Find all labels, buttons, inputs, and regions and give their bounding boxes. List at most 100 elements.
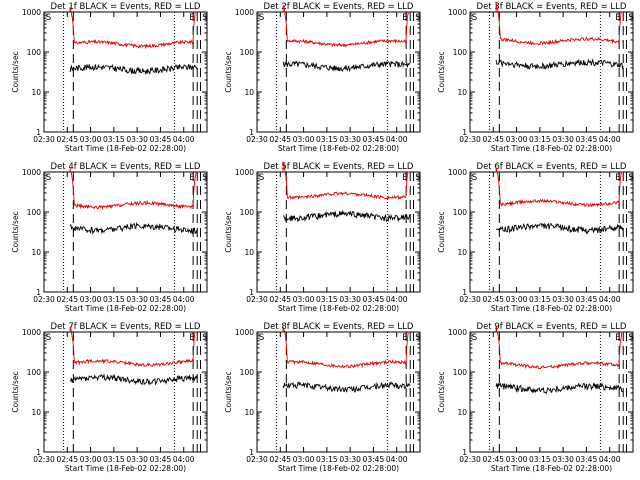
lld-series-line [69,168,198,211]
events-series-line [282,60,411,73]
x-tick-label: 02:45 [56,295,78,304]
x-axis-label: Start Time (18-Feb-02 02:28:00) [65,144,186,153]
panel-title: Det 9f BLACK = Events, RED = LLD [477,322,627,332]
x-tick-label: 03:30 [552,135,574,144]
x-tick-label: 04:00 [173,455,195,464]
plot-frame [469,171,634,293]
time-flag-label: E [615,173,620,183]
lld-series-line [282,161,411,201]
y-tick-label: 10 [31,88,41,97]
x-axis-label: Start Time (18-Feb-02 02:28:00) [278,464,399,473]
time-flag-label: E [189,333,194,343]
y-tick-label: 1 [36,128,41,137]
y-tick-label: 1 [36,448,41,457]
x-tick-label: 02:45 [482,455,504,464]
x-tick-label: 03:45 [363,135,385,144]
x-tick-label: 04:00 [386,455,408,464]
panel-title: Det 5f BLACK = Events, RED = LLD [264,162,414,172]
x-tick-label: 02:30 [246,295,268,304]
y-tick-label: 100 [453,208,468,217]
panel-title: Det 2f BLACK = Events, RED = LLD [264,2,414,12]
detector-panel: Det 8f BLACK = Events, RED = LLD 1 10 100 10… [224,322,421,473]
x-tick-label: 04:00 [173,135,195,144]
plot-frame [256,331,421,453]
x-tick-label: 02:45 [482,135,504,144]
y-tick-label: 1000 [235,8,254,17]
x-axis-label: Start Time (18-Feb-02 02:28:00) [491,304,612,313]
x-tick-label: 04:00 [599,455,621,464]
plot-frame [469,11,634,133]
y-axis-label: Counts/sec [11,211,20,252]
time-flag-label: E [615,13,620,23]
plot-frame [43,331,208,453]
x-tick-label: 04:00 [599,295,621,304]
x-axis-label: Start Time (18-Feb-02 02:28:00) [65,464,186,473]
events-series-line [495,58,624,70]
detector-panel: Det 5f BLACK = Events, RED = LLD 1 10 100 10… [224,161,421,313]
x-tick-label: 03:45 [363,295,385,304]
y-tick-label: 1 [249,448,254,457]
x-tick-label: 03:15 [103,135,125,144]
y-tick-label: 100 [27,368,42,377]
y-axis-label: Counts/sec [11,51,20,92]
detector-panel: Det 6f BLACK = Events, RED = LLD 1 10 100 10… [437,162,634,313]
x-tick-label: 02:30 [459,135,481,144]
x-tick-label: 03:30 [126,135,148,144]
time-flag-label: S [628,13,633,23]
time-flag-label: S [259,333,264,343]
y-tick-label: 10 [457,88,467,97]
y-axis-label: Counts/sec [437,211,446,252]
y-tick-label: 1000 [448,168,467,177]
x-tick-label: 03:45 [150,455,172,464]
y-tick-label: 1 [249,128,254,137]
events-series-line [495,382,624,395]
detector-panel: Det 1f BLACK = Events, RED = LLD 1 10 100 10… [11,2,208,153]
time-flag-label: S [472,173,477,183]
time-flag-label: S [472,333,477,343]
x-tick-label: 03:45 [576,295,598,304]
panel-title: Det 6f BLACK = Events, RED = LLD [477,162,627,172]
time-flag-label: E [615,333,620,343]
plot-frame [43,171,208,293]
x-tick-label: 03:30 [552,455,574,464]
x-tick-label: 03:15 [529,455,551,464]
time-flag-label: S [46,173,51,183]
time-flag-label: S [628,333,633,343]
y-tick-label: 1000 [448,8,467,17]
lld-series-line [69,7,198,50]
time-flag-label: S [202,13,207,23]
x-tick-label: 03:00 [506,135,528,144]
y-tick-label: 1 [249,288,254,297]
x-tick-label: 04:00 [173,295,195,304]
y-tick-label: 100 [453,48,468,57]
plot-frame [256,171,421,293]
y-tick-label: 1 [36,288,41,297]
time-flag-label: S [472,13,477,23]
detector-panel: Det 7f BLACK = Events, RED = LLD 1 10 100 10… [11,322,208,473]
x-tick-label: 03:15 [103,295,125,304]
y-tick-label: 1 [462,128,467,137]
x-tick-label: 03:15 [529,135,551,144]
y-tick-label: 100 [27,48,42,57]
lld-series-line [495,167,624,208]
x-tick-label: 02:30 [246,455,268,464]
events-series-line [69,63,198,76]
y-tick-label: 100 [27,208,42,217]
y-tick-label: 1000 [448,328,467,337]
lld-series-line [495,1,624,46]
x-tick-label: 02:30 [459,295,481,304]
y-tick-label: 10 [457,408,467,417]
y-tick-label: 10 [31,408,41,417]
x-tick-label: 03:00 [506,455,528,464]
panel-title: Det 1f BLACK = Events, RED = LLD [51,2,201,12]
x-axis-label: Start Time (18-Feb-02 02:28:00) [491,464,612,473]
x-tick-label: 04:00 [386,295,408,304]
x-axis-label: Start Time (18-Feb-02 02:28:00) [278,304,399,313]
time-flag-label: E [402,333,407,343]
x-tick-label: 03:15 [103,455,125,464]
time-flag-label: S [259,13,264,23]
lld-series-line [495,325,624,370]
y-tick-label: 1000 [22,168,41,177]
y-tick-label: 100 [240,368,255,377]
time-flag-label: S [628,173,633,183]
